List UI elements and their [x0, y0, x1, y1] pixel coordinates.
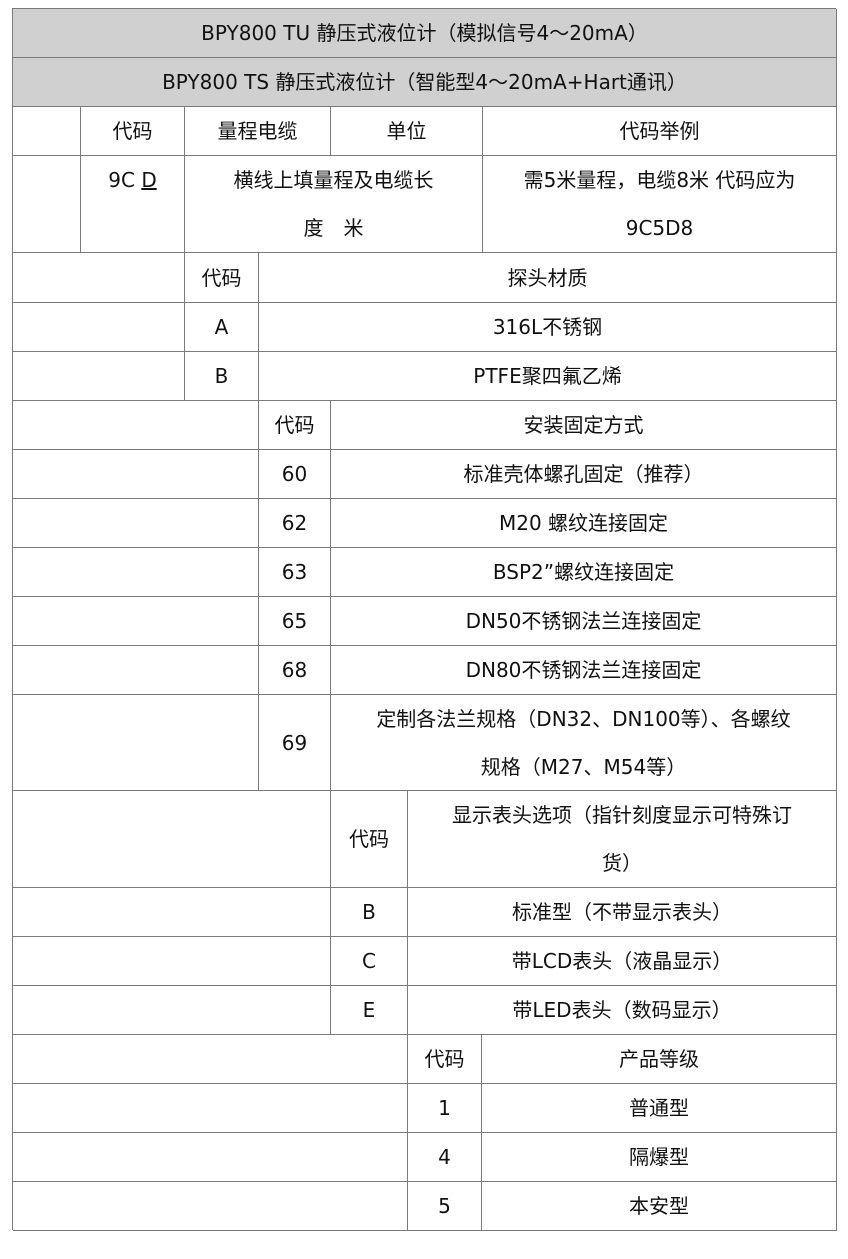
empty-cell [13, 107, 81, 156]
empty-cell [13, 548, 259, 597]
option-code: 62 [259, 499, 331, 548]
option-code: 4 [408, 1133, 482, 1182]
empty-cell [13, 888, 331, 937]
code-prefix: 9C [108, 168, 135, 192]
empty-cell [13, 1133, 408, 1182]
option-code: B [185, 352, 259, 401]
empty-cell [13, 156, 81, 253]
option-code: C [331, 937, 408, 986]
option-code: 65 [259, 597, 331, 646]
empty-cell [13, 1084, 408, 1133]
header-example: 代码举例 [483, 107, 837, 156]
option-name: 316L不锈钢 [259, 303, 837, 352]
option-code: A [185, 303, 259, 352]
header-name: 探头材质 [259, 253, 837, 303]
product-code-table: 9C D BPY800 TU 静压式液位计（模拟信号4～20mA） BPY800 … [12, 8, 837, 1231]
option-code: 63 [259, 548, 331, 597]
title-tu: BPY800 TU 静压式液位计（模拟信号4～20mA） [13, 9, 837, 58]
range-description: 横线上填量程及电缆长 度 米 [185, 156, 483, 253]
header-name: 产品等级 [482, 1035, 837, 1084]
option-code: 60 [259, 450, 331, 499]
option-name: 带LCD表头（液晶显示） [408, 937, 837, 986]
option-code: 1 [408, 1084, 482, 1133]
header-range-cable: 量程电缆 [185, 107, 331, 156]
option-name: M20 螺纹连接固定 [331, 499, 837, 548]
code-variable: D [141, 168, 157, 192]
header-code: 代码 [259, 401, 331, 450]
option-code: 5 [408, 1182, 482, 1231]
empty-cell [13, 450, 259, 499]
empty-cell [13, 352, 185, 401]
code-cell: 9C D [81, 156, 185, 253]
empty-cell [13, 253, 185, 303]
empty-cell [13, 937, 331, 986]
empty-cell [13, 303, 185, 352]
empty-cell [13, 499, 259, 548]
option-name: PTFE聚四氟乙烯 [259, 352, 837, 401]
title-ts: BPY800 TS 静压式液位计（智能型4～20mA+Hart通讯） [13, 58, 837, 107]
empty-cell [13, 401, 259, 450]
range-example: 需5米量程，电缆8米 代码应为 9C5D8 [483, 156, 837, 253]
header-code: 代码 [331, 791, 408, 888]
header-name: 显示表头选项（指针刻度显示可特殊订 货） [408, 791, 837, 888]
empty-cell [13, 597, 259, 646]
header-code: 代码 [81, 107, 185, 156]
empty-cell [13, 1035, 408, 1084]
empty-cell [13, 791, 331, 888]
option-name: 定制各法兰规格（DN32、DN100等）、各螺纹 规格（M27、M54等） [331, 695, 837, 791]
empty-cell [13, 1182, 408, 1231]
header-code: 代码 [408, 1035, 482, 1084]
option-name: 标准型（不带显示表头） [408, 888, 837, 937]
option-name: 带LED表头（数码显示） [408, 986, 837, 1035]
empty-cell [13, 986, 331, 1035]
empty-cell [13, 695, 259, 791]
option-name: DN80不锈钢法兰连接固定 [331, 646, 837, 695]
option-name: 普通型 [482, 1084, 837, 1133]
option-name: BSP2”螺纹连接固定 [331, 548, 837, 597]
option-code: 68 [259, 646, 331, 695]
header-code: 代码 [185, 253, 259, 303]
option-code: 69 [259, 695, 331, 791]
empty-cell [13, 646, 259, 695]
header-unit: 单位 [331, 107, 483, 156]
option-name: 本安型 [482, 1182, 837, 1231]
header-name: 安装固定方式 [331, 401, 837, 450]
option-name: 标准壳体螺孔固定（推荐） [331, 450, 837, 499]
option-name: 隔爆型 [482, 1133, 837, 1182]
option-name: DN50不锈钢法兰连接固定 [331, 597, 837, 646]
option-code: B [331, 888, 408, 937]
option-code: E [331, 986, 408, 1035]
